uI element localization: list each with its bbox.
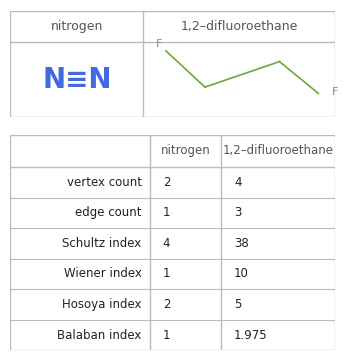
Text: vertex count: vertex count (67, 176, 142, 189)
Text: 2: 2 (163, 298, 170, 311)
Text: F: F (156, 39, 163, 48)
Text: Wiener index: Wiener index (64, 268, 142, 280)
Text: N≡N: N≡N (42, 65, 111, 94)
Text: 1.975: 1.975 (234, 329, 268, 342)
Text: 4: 4 (234, 176, 242, 189)
Text: Schultz index: Schultz index (62, 237, 142, 250)
Text: nitrogen: nitrogen (51, 20, 103, 33)
Text: 1: 1 (163, 329, 170, 342)
Text: Hosoya index: Hosoya index (62, 298, 142, 311)
Text: Balaban index: Balaban index (57, 329, 142, 342)
Text: 1: 1 (163, 268, 170, 280)
Text: edge count: edge count (75, 206, 142, 219)
Text: 5: 5 (234, 298, 242, 311)
Text: 3: 3 (234, 206, 242, 219)
Text: 38: 38 (234, 237, 249, 250)
Text: nitrogen: nitrogen (160, 144, 210, 157)
Text: 2: 2 (163, 176, 170, 189)
Text: 4: 4 (163, 237, 170, 250)
Text: 1: 1 (163, 206, 170, 219)
Text: 1,2–difluoroethane: 1,2–difluoroethane (223, 144, 333, 157)
Text: F: F (332, 87, 338, 97)
Text: 1,2–difluoroethane: 1,2–difluoroethane (180, 20, 298, 33)
Text: 10: 10 (234, 268, 249, 280)
